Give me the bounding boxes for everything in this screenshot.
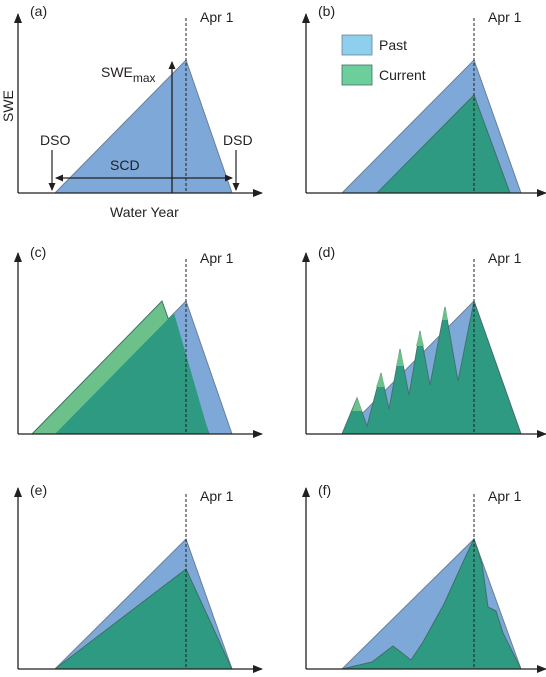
x-axis-label: Water Year bbox=[110, 204, 179, 220]
apr1-label: Apr 1 bbox=[200, 250, 234, 266]
apr1-label: Apr 1 bbox=[200, 9, 234, 25]
panel-tag: (a) bbox=[30, 3, 47, 19]
panel-f: (f) Apr 1 bbox=[302, 482, 546, 673]
current-peak-above-past bbox=[376, 373, 385, 387]
panel-e: (e) Apr 1 bbox=[14, 482, 263, 673]
current-past-overlap-area bbox=[55, 313, 209, 434]
swe-max-label: SWEmax bbox=[101, 64, 156, 85]
legend-swatch-current bbox=[341, 64, 373, 86]
panel-b: (b) Apr 1 Past Current bbox=[302, 3, 546, 197]
current-snowpack-area bbox=[341, 537, 522, 670]
dsd-label: DSD bbox=[223, 132, 253, 148]
legend: Past Current bbox=[341, 34, 426, 86]
apr1-label: Apr 1 bbox=[200, 488, 234, 504]
current-peak-above-past bbox=[396, 349, 404, 366]
panel-d: (d) Apr 1 bbox=[302, 244, 546, 438]
legend-label-past: Past bbox=[379, 37, 407, 53]
panel-c: (c) Apr 1 bbox=[14, 244, 263, 438]
current-peak-above-past bbox=[416, 331, 424, 346]
legend-swatch-past bbox=[341, 34, 373, 56]
panel-tag: (e) bbox=[30, 482, 47, 498]
panel-tag: (b) bbox=[318, 3, 335, 19]
apr1-label: Apr 1 bbox=[488, 488, 522, 504]
apr1-label: Apr 1 bbox=[488, 9, 522, 25]
panel-tag: (f) bbox=[318, 482, 331, 498]
dso-label: DSO bbox=[40, 132, 70, 148]
panel-tag: (c) bbox=[30, 244, 46, 260]
current-peak-above-past bbox=[352, 398, 362, 411]
current-peak-above-past bbox=[442, 307, 448, 320]
panel-a: (a) Apr 1 SWE Water Year SWEmax DSO DSD … bbox=[0, 3, 263, 220]
scd-label: SCD bbox=[110, 157, 140, 173]
y-axis-label: SWE bbox=[0, 90, 16, 122]
panel-tag: (d) bbox=[318, 244, 335, 260]
legend-label-current: Current bbox=[379, 67, 426, 83]
current-snowpack-area bbox=[341, 299, 522, 435]
apr1-label: Apr 1 bbox=[488, 250, 522, 266]
